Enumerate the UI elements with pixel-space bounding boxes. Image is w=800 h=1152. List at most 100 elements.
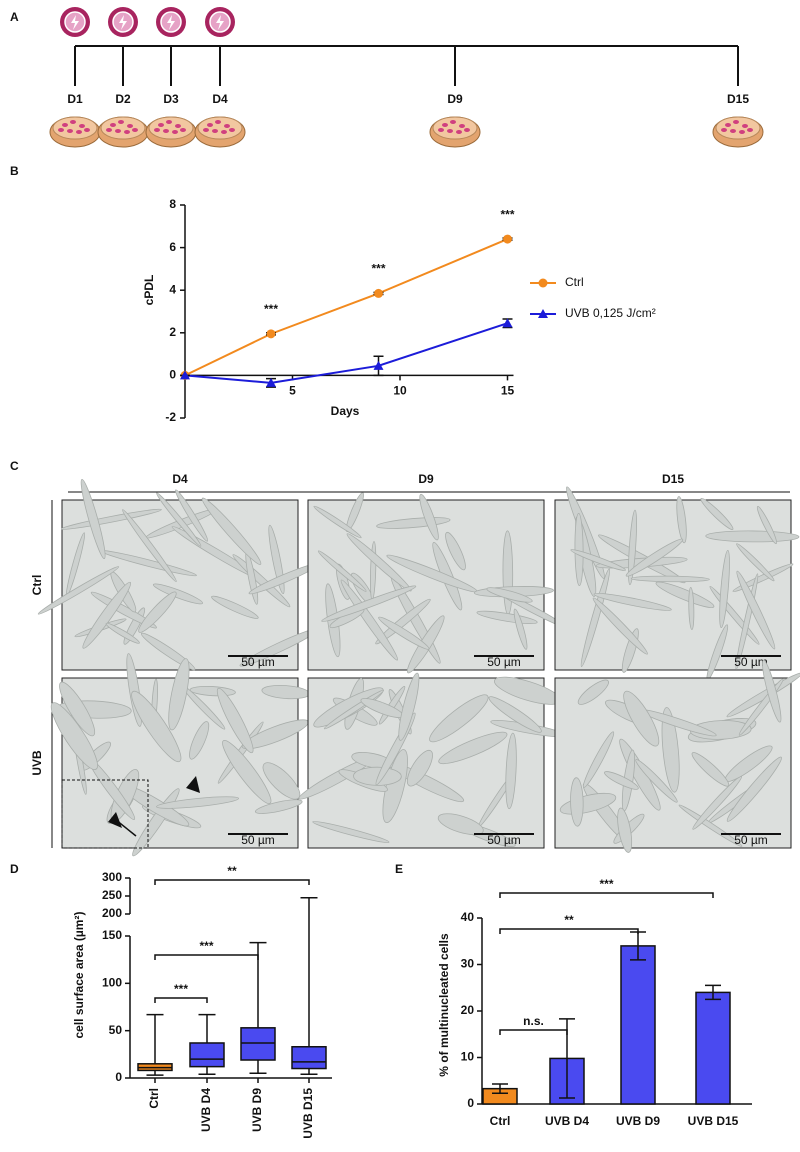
cell <box>353 766 402 786</box>
cell-dot <box>456 130 462 134</box>
cell <box>50 702 98 770</box>
row-label: UVB <box>30 750 44 776</box>
uv-bolt <box>167 15 175 30</box>
y-tick-label: 6 <box>169 240 176 254</box>
y-tick-label: 250 <box>102 888 122 902</box>
cell <box>592 597 648 655</box>
cell <box>59 681 96 737</box>
micrograph: 50 µm <box>554 486 800 681</box>
significance: *** <box>264 302 278 316</box>
x-tick-label: UVB D9 <box>250 1088 264 1132</box>
x-tick-label: 5 <box>289 384 296 398</box>
cell <box>313 687 384 728</box>
cell-dot <box>84 128 90 132</box>
cell <box>254 799 303 814</box>
cell <box>201 497 262 565</box>
petri-dish <box>49 116 101 148</box>
cell-dot <box>166 120 172 124</box>
cell <box>445 531 466 571</box>
dish-top <box>52 116 98 140</box>
cell <box>736 543 775 582</box>
y-tick-label: 30 <box>461 957 475 971</box>
cell <box>131 690 182 763</box>
y-axis-label: cPDL <box>142 275 156 306</box>
micrograph: 50 µm <box>50 653 310 857</box>
cell <box>419 493 439 541</box>
cell <box>691 752 730 787</box>
dish-top <box>432 116 478 140</box>
cell <box>726 756 782 822</box>
x-tick-label: UVB D9 <box>616 1114 660 1128</box>
day-label: D1 <box>67 92 83 106</box>
y-tick-label: 4 <box>169 282 176 296</box>
cell <box>189 721 210 760</box>
dish-top <box>197 116 243 140</box>
cell-dot <box>175 124 181 128</box>
cell <box>80 478 106 559</box>
arrowhead <box>108 812 122 828</box>
micrograph: 50 µm <box>298 672 567 849</box>
series-line <box>184 238 508 377</box>
x-tick-label: UVB D4 <box>199 1088 213 1132</box>
significance: *** <box>371 262 385 276</box>
cell <box>736 570 776 650</box>
cell <box>375 598 431 645</box>
cell-dot <box>725 123 731 127</box>
inset-frame <box>61 779 149 849</box>
x-tick-label: UVB D15 <box>301 1088 315 1139</box>
legend-label: Ctrl <box>565 275 584 289</box>
marker <box>503 234 512 244</box>
cell <box>582 731 615 788</box>
cell <box>140 632 196 671</box>
cell <box>732 563 794 592</box>
cell-dot <box>158 123 164 127</box>
column-label: D4 <box>172 472 188 486</box>
cell <box>138 591 177 633</box>
y-tick-label: 300 <box>102 870 122 884</box>
significance: ** <box>564 913 574 927</box>
cell <box>398 672 420 741</box>
significance-bracket <box>154 997 208 1003</box>
y-tick-label: 2 <box>169 325 176 339</box>
day-label: D9 <box>447 92 463 106</box>
cell <box>438 731 508 765</box>
cell <box>60 508 162 530</box>
scale-bar-label: 50 µm <box>487 655 521 669</box>
scale-bar-label: 50 µm <box>241 655 275 669</box>
cell-dot <box>464 128 470 132</box>
legend-marker <box>538 309 548 318</box>
cell <box>486 587 533 603</box>
y-tick-label: 0 <box>467 1096 474 1110</box>
cell <box>570 777 584 827</box>
scale-bar-label: 50 µm <box>734 833 768 847</box>
x-tick-label: 10 <box>393 384 407 398</box>
cell <box>661 707 680 793</box>
cell <box>340 579 399 661</box>
cell-dot <box>115 129 121 133</box>
significance: ** <box>227 864 237 878</box>
cell-dot <box>747 128 753 132</box>
cell-dot <box>124 130 130 134</box>
cell <box>122 509 177 583</box>
cell <box>378 616 430 650</box>
x-tick-label: UVB D4 <box>545 1114 589 1128</box>
column-label: D15 <box>662 472 684 486</box>
cell <box>82 581 132 649</box>
cell-dot <box>118 120 124 124</box>
cell <box>577 679 609 705</box>
significance: n.s. <box>523 1014 544 1028</box>
y-tick-label: 200 <box>102 906 122 920</box>
cell-dot <box>67 129 73 133</box>
cell-dot <box>215 120 221 124</box>
cell <box>312 821 390 843</box>
petri-dish <box>97 116 149 148</box>
significance-bracket <box>499 1029 568 1035</box>
dish-top <box>715 116 761 140</box>
cell <box>505 732 517 810</box>
cell <box>313 505 362 539</box>
error-bar <box>705 984 721 1001</box>
cell <box>321 585 417 622</box>
scale-bar-label: 50 µm <box>734 655 768 669</box>
significance-bracket <box>499 928 639 934</box>
cell <box>222 739 272 804</box>
